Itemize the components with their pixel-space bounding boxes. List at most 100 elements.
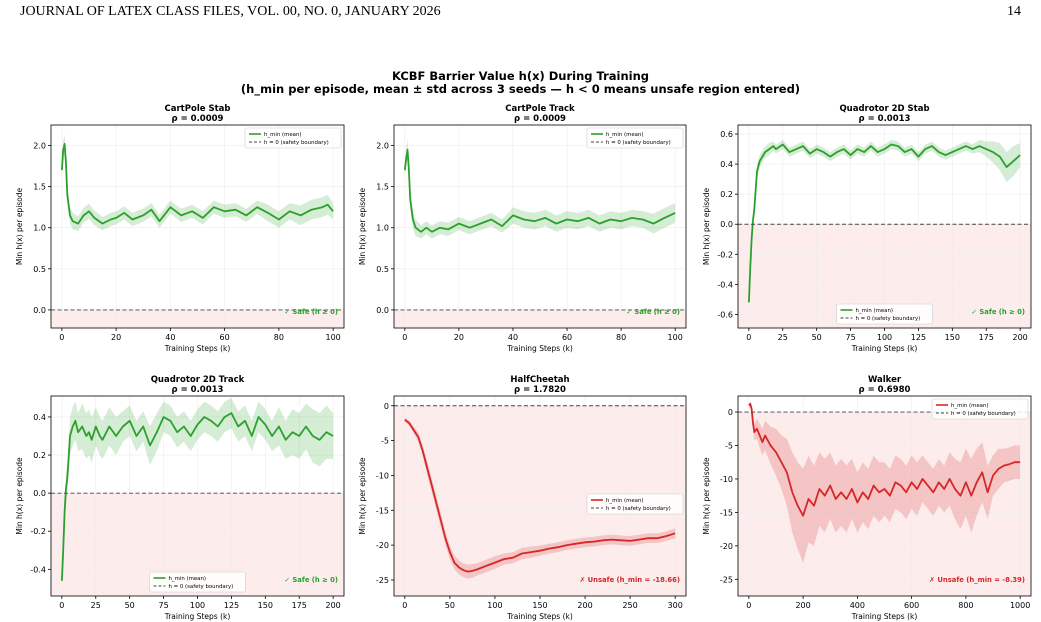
legend-label-mean: h_min (mean): [856, 308, 893, 314]
panel-title: CartPole Stab: [165, 104, 231, 114]
x-tick-label: 100: [190, 601, 205, 610]
panel-subtitle: ρ = 0.0013: [172, 385, 224, 395]
x-tick-label: 200: [577, 601, 592, 610]
x-tick-label: 100: [877, 333, 892, 342]
legend-label-mean: h_min (mean): [951, 403, 988, 409]
x-tick-label: 60: [220, 333, 230, 342]
y-tick-label: 0.0: [720, 220, 733, 229]
figure-subtitle: (h_min per episode, mean ± std across 3 …: [240, 82, 801, 96]
page-number: 14: [1007, 4, 1021, 19]
x-tick-label: 200: [795, 601, 810, 610]
x-tick-label: 40: [508, 333, 518, 342]
status-label: ✓ Safe (h ≥ 0): [971, 308, 1025, 316]
y-tick-label: 1.5: [376, 183, 389, 192]
std-band: [61, 134, 334, 231]
x-tick-label: 175: [292, 601, 307, 610]
legend-box: [836, 303, 933, 325]
y-tick-label: 0.2: [33, 451, 46, 460]
x-tick-label: 150: [945, 333, 960, 342]
y-axis-label: Min h(x) per episode: [702, 187, 711, 265]
y-axis-label: Min h(x) per episode: [702, 457, 711, 535]
y-tick-label: 0.4: [33, 413, 46, 422]
x-tick-label: 200: [1013, 333, 1028, 342]
x-tick-label: 125: [224, 601, 239, 610]
legend: h_min (mean) h = 0 (safety boundary): [836, 303, 933, 325]
x-tick-label: 20: [111, 333, 121, 342]
x-tick-label: 80: [274, 333, 284, 342]
y-axis-label: Min h(x) per episode: [15, 457, 24, 535]
y-tick-label: -0.4: [717, 280, 733, 289]
x-axis-label: Training Steps (k): [506, 612, 573, 621]
std-band: [748, 140, 1021, 304]
legend-label-boundary: h = 0 (safety boundary): [169, 584, 234, 590]
y-tick-label: 0.4: [720, 160, 733, 169]
x-tick-label: 125: [911, 333, 926, 342]
std-band: [404, 417, 676, 579]
y-tick-label: -20: [720, 542, 733, 551]
unsafe-region: [51, 309, 344, 328]
x-tick-label: 1000: [1010, 601, 1030, 610]
legend-box: [586, 493, 684, 515]
x-tick-label: 150: [532, 601, 547, 610]
series-line-mean: [61, 143, 334, 225]
x-tick-label: 25: [91, 601, 101, 610]
x-tick-label: 50: [812, 333, 822, 342]
y-tick-label: 2.0: [376, 142, 389, 151]
series-line-mean: [748, 403, 1021, 517]
x-tick-label: 40: [165, 333, 175, 342]
x-tick-label: 250: [622, 601, 637, 610]
series-line-mean: [404, 418, 676, 573]
x-tick-label: 0: [402, 333, 407, 342]
legend-box: [931, 398, 1029, 420]
y-tick-label: 0.5: [33, 265, 46, 274]
x-tick-label: 150: [258, 601, 273, 610]
x-tick-label: 75: [158, 601, 168, 610]
y-tick-label: 0.2: [720, 190, 733, 199]
plot-frame: [50, 124, 345, 329]
x-axis-label: Training Steps (k): [851, 344, 918, 353]
y-tick-label: -0.6: [717, 310, 733, 319]
x-tick-label: 175: [979, 333, 994, 342]
y-tick-label: 0: [728, 408, 733, 417]
legend-label-boundary: h = 0 (safety boundary): [606, 506, 671, 512]
x-tick-label: 100: [668, 333, 683, 342]
plot-frame: [393, 124, 687, 329]
y-tick-label: -25: [720, 575, 733, 584]
legend-label-mean: h_min (mean): [606, 498, 643, 504]
x-tick-label: 600: [904, 601, 919, 610]
status-label: ✗ Unsafe (h_min = -18.66): [580, 576, 680, 584]
y-tick-label: 0.0: [376, 306, 389, 315]
y-tick-label: 0.0: [33, 306, 46, 315]
x-tick-label: 0: [59, 601, 64, 610]
series-line-mean: [748, 143, 1021, 303]
x-tick-label: 300: [668, 601, 683, 610]
y-axis-label: Min h(x) per episode: [358, 457, 367, 535]
x-axis-label: Training Steps (k): [164, 344, 231, 353]
x-tick-label: 50: [445, 601, 455, 610]
legend: h_min (mean) h = 0 (safety boundary): [586, 493, 684, 515]
x-axis-label: Training Steps (k): [851, 612, 918, 621]
panel-title: HalfCheetah: [510, 375, 569, 385]
y-tick-label: 0.0: [33, 489, 46, 498]
legend-label-boundary: h = 0 (safety boundary): [264, 140, 329, 146]
y-tick-label: -5: [725, 441, 733, 450]
legend-label-mean: h_min (mean): [264, 132, 301, 138]
y-tick-label: -10: [720, 475, 733, 484]
x-tick-label: 0: [746, 333, 751, 342]
legend: h_min (mean) h = 0 (safety boundary): [244, 127, 342, 149]
x-tick-label: 100: [487, 601, 502, 610]
x-tick-label: 50: [125, 601, 135, 610]
panel-subtitle: ρ = 0.0013: [859, 114, 911, 124]
y-tick-label: 0.5: [376, 265, 389, 274]
status-label: ✓ Safe (h ≥ 0): [626, 308, 680, 316]
panel-subtitle: ρ = 0.0009: [514, 114, 566, 124]
unsafe-region: [394, 309, 686, 328]
status-label: ✓ Safe (h ≥ 0): [284, 308, 338, 316]
y-tick-label: 1.0: [376, 224, 389, 233]
